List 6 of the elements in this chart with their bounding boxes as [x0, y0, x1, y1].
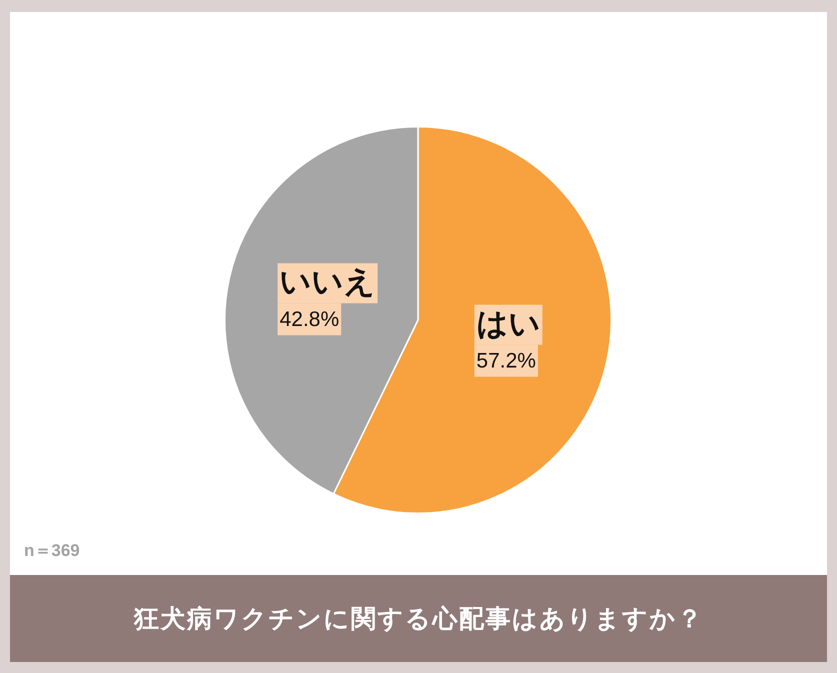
slice-label: いいえ: [280, 264, 376, 300]
text: n＝369: [24, 540, 80, 562]
text: 狂犬病ワクチンに関する心配事はありますか？: [134, 603, 704, 635]
data-label: 57.2%: [476, 350, 536, 373]
slice-label: はい: [476, 306, 540, 342]
data-label: 42.8%: [280, 308, 340, 331]
